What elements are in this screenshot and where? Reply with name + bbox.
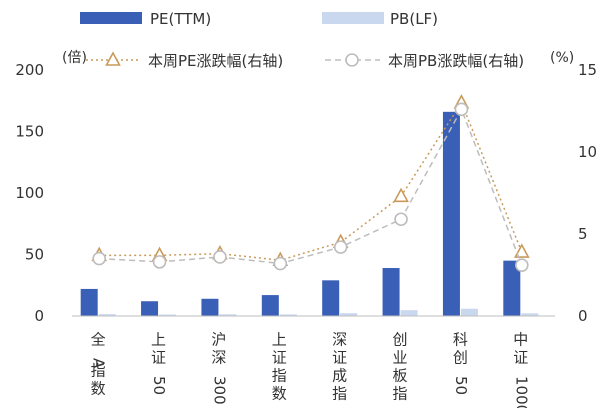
right-axis-ticks: 0 5 10 15 <box>578 61 597 325</box>
category-label-part: 沪 <box>211 331 226 349</box>
category-label-part: 指 <box>272 367 287 385</box>
circle-marker <box>515 258 529 272</box>
category-label-part: 50 <box>452 376 470 395</box>
circle-marker <box>213 250 227 264</box>
left-tick-label: 200 <box>15 61 44 79</box>
category-label-part: 创 <box>393 331 408 349</box>
bar <box>98 314 116 316</box>
bar <box>340 313 358 316</box>
left-axis-label: (倍) <box>62 50 87 66</box>
category-label: 科创 50 <box>452 331 470 396</box>
circle-marker <box>152 255 167 269</box>
bars <box>80 111 539 316</box>
legend-swatch <box>322 12 384 24</box>
circle-marker <box>273 256 288 271</box>
bar <box>322 280 340 316</box>
right-tick-label: 0 <box>578 307 588 325</box>
legend: PE(TTM) PB(LF) 本周PE涨跌幅(右轴) 本周PB涨跌幅(右轴) <box>80 10 524 70</box>
series-line <box>99 107 523 266</box>
triangle-marker <box>513 243 530 258</box>
category-label-part: 指 <box>393 385 408 403</box>
category-label-part: 数 <box>272 385 287 403</box>
right-axis-label: (%) <box>550 50 574 66</box>
category-label-part: 上 <box>151 331 166 349</box>
right-tick-label: 10 <box>578 143 597 161</box>
circle-marker <box>454 102 469 117</box>
category-label-part: 指 <box>332 385 347 403</box>
category-label-part: 证 <box>151 349 166 367</box>
legend-label: PB(LF) <box>390 10 438 28</box>
bar <box>80 288 98 316</box>
category-label-part: 成 <box>332 367 347 385</box>
bar <box>400 310 418 316</box>
legend-circle-marker <box>345 53 359 67</box>
series-line <box>99 101 523 262</box>
bar <box>503 260 521 316</box>
bar <box>159 314 177 316</box>
bar <box>141 301 159 316</box>
category-label-part: 50 <box>150 376 168 395</box>
category-label-part: 全 <box>91 331 106 349</box>
category-label: 上证 50 <box>150 331 168 396</box>
bar <box>460 308 478 316</box>
category-label-part: A <box>90 358 108 369</box>
category-label-part: 证 <box>272 349 287 367</box>
category-label-part: 指 <box>91 362 106 380</box>
legend-triangle-marker <box>105 51 121 66</box>
category-label-part: 证 <box>513 349 528 367</box>
category-label-part: 深 <box>332 331 347 349</box>
circle-marker <box>333 240 348 254</box>
category-label-part: 1000 <box>512 376 530 408</box>
triangle-marker <box>393 187 409 203</box>
category-label-part: 300 <box>210 376 228 405</box>
category-label-part: 证 <box>332 349 347 367</box>
category-label: 中证 1000 <box>512 331 530 408</box>
legend-swatch <box>80 12 142 24</box>
left-tick-label: 150 <box>15 123 44 141</box>
category-label-part: 深 <box>211 349 226 367</box>
bar <box>279 314 297 316</box>
bar <box>219 314 237 316</box>
bar <box>382 268 400 316</box>
category-label-part: 科 <box>453 331 468 349</box>
bar <box>261 295 279 316</box>
right-tick-label: 15 <box>578 61 597 79</box>
circle-marker <box>394 212 408 227</box>
category-label-part: 板 <box>393 367 408 385</box>
left-tick-label: 0 <box>34 307 44 325</box>
bar <box>442 111 460 316</box>
legend-label: 本周PE涨跌幅(右轴) <box>148 52 283 70</box>
line-series <box>91 94 530 272</box>
left-axis-ticks: 0 50 100 150 200 <box>15 61 44 325</box>
category-label-part: 创 <box>453 349 468 367</box>
category-label: 沪深 300 <box>210 331 228 405</box>
bar <box>521 313 539 316</box>
right-tick-label: 5 <box>578 225 588 243</box>
circle-marker <box>92 251 106 266</box>
left-tick-label: 100 <box>15 184 44 202</box>
category-label-part: 中 <box>513 331 528 349</box>
left-tick-label: 50 <box>25 246 44 264</box>
legend-label: 本周PB涨跌幅(右轴) <box>388 52 524 70</box>
bar <box>201 298 219 316</box>
category-label-part: 上 <box>272 331 287 349</box>
category-label-part: 业 <box>393 349 408 367</box>
category-label-part: 数 <box>91 380 106 398</box>
legend-label: PE(TTM) <box>150 10 211 28</box>
